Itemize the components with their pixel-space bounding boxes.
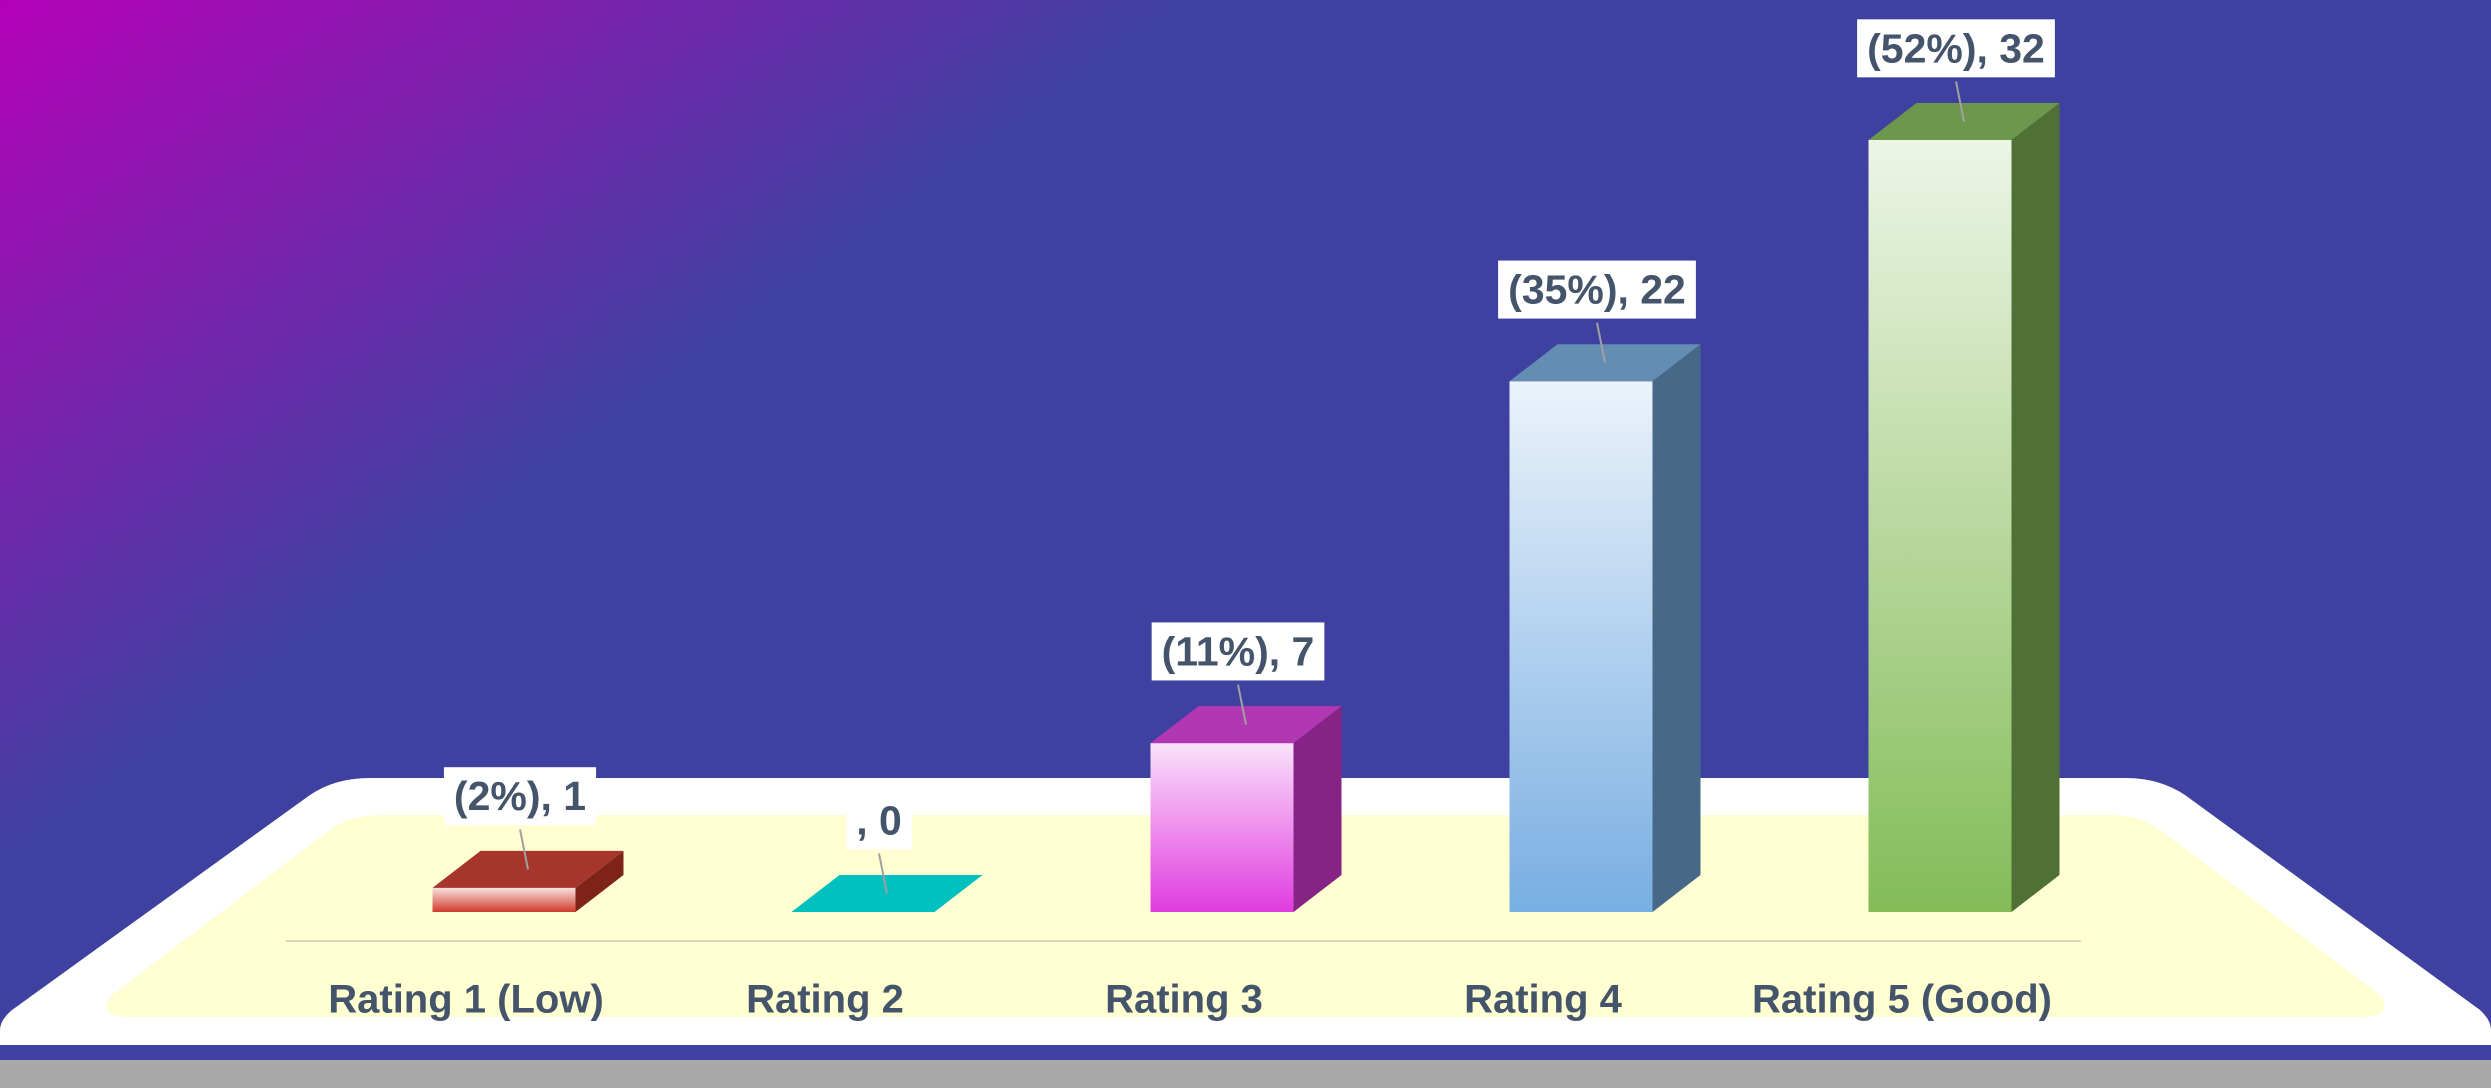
data-label-box: [1151, 622, 1325, 681]
bar-side: [1293, 706, 1342, 912]
x-tick-label: Rating 1 (Low): [328, 978, 604, 1022]
leader-line: [1237, 684, 1247, 725]
leader-line: [519, 829, 529, 870]
x-tick-label: Rating 4: [1464, 978, 1623, 1022]
bar-front: [1509, 381, 1653, 912]
data-label-box: [443, 767, 597, 826]
x-tick-label: Rating 3: [1105, 978, 1263, 1022]
bar-front: [1868, 140, 2012, 912]
bar-front: [432, 887, 576, 912]
tray-inner: [106, 815, 2385, 1017]
bar-side: [575, 850, 624, 912]
bar-side: [2011, 103, 2060, 912]
tray-edge: [0, 1060, 2491, 1088]
data-label: , 0: [856, 797, 902, 843]
leader-line: [878, 853, 888, 894]
bar-front: [1150, 743, 1294, 912]
leader-line: [1955, 81, 1965, 122]
data-label: (52%), 32: [1867, 25, 2045, 71]
data-label: (11%), 7: [1162, 628, 1315, 674]
leader-line: [1596, 322, 1606, 363]
data-label-box: [1498, 260, 1696, 319]
x-tick-label: Rating 2: [746, 978, 904, 1022]
data-label: (2%), 1: [454, 773, 586, 819]
x-tick-label: Rating 5 (Good): [1752, 978, 2052, 1022]
bar-side: [1652, 344, 1701, 912]
data-label-box: [846, 791, 912, 850]
data-label-box: [1857, 19, 2055, 78]
data-label: (35%), 22: [1508, 267, 1686, 313]
